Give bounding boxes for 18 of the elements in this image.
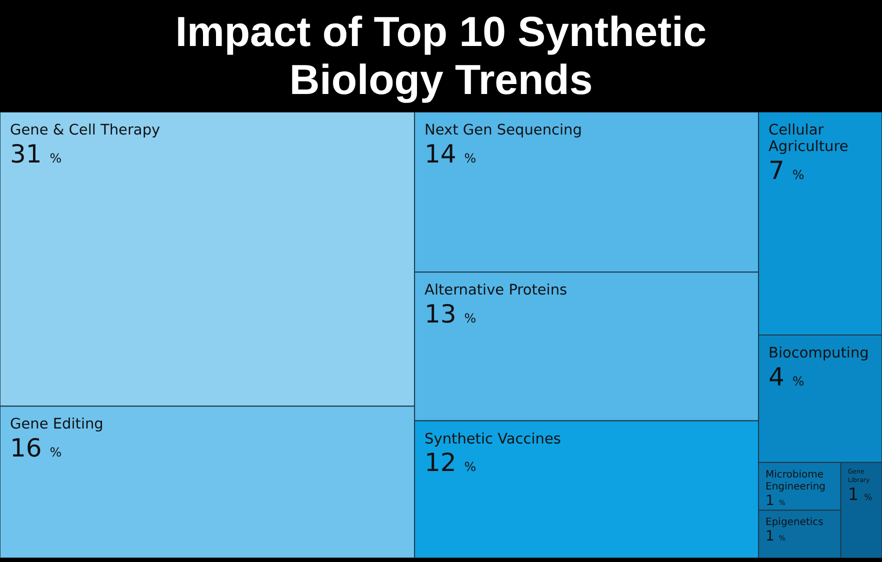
- category-label: Next Gen Sequencing: [424, 122, 582, 138]
- category-label: Epigenetics: [766, 517, 824, 528]
- category-label: Alternative Proteins: [424, 282, 568, 299]
- data-label: 12 %: [424, 448, 476, 478]
- data-label: 4 %: [768, 362, 804, 392]
- category-label: Gene & Cell Therapy: [10, 122, 161, 138]
- data-label: 16 %: [10, 433, 62, 462]
- category-label: Microbiome Engineering: [766, 469, 826, 492]
- category-label: Gene Editing: [10, 416, 104, 433]
- text: Impact of Top 10 Synthetic Biology Trends: [174, 7, 708, 105]
- data-label: 1 %: [848, 485, 872, 506]
- data-label: 14 %: [424, 139, 476, 168]
- data-label: 31 %: [10, 139, 62, 168]
- data-label: 13 %: [424, 299, 476, 328]
- category-label: Cellular Agriculture: [768, 122, 848, 155]
- category-label: Synthetic Vaccines: [424, 431, 561, 448]
- data-label: 7 %: [768, 156, 804, 185]
- category-label: Biocomputing: [768, 346, 869, 362]
